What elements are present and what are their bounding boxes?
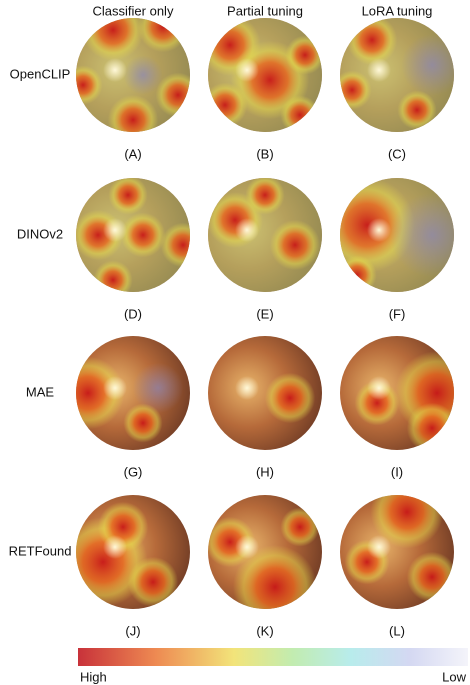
heatmap-image <box>76 18 190 132</box>
column-header: Classifier only <box>93 3 174 18</box>
panel-caption: (G) <box>124 464 143 479</box>
heatmap-panel: (D) <box>76 178 190 321</box>
panel-caption: (D) <box>124 306 142 321</box>
optic-disc <box>235 535 259 559</box>
heat-blob <box>76 356 125 430</box>
heat-blob <box>76 65 103 105</box>
column-header: LoRA tuning <box>362 3 433 18</box>
panel-caption: (H) <box>256 464 274 479</box>
heat-blob <box>93 260 133 292</box>
panel-caption: (E) <box>256 306 273 321</box>
heatmap-image <box>340 18 454 132</box>
row-label: RETFound <box>9 543 72 558</box>
heatmap-image <box>208 18 322 132</box>
heatmap-panel: (J) <box>76 495 190 638</box>
heatmap-panel: (G) <box>76 336 190 479</box>
heat-blob <box>264 372 316 424</box>
row-label: DINOv2 <box>17 226 63 241</box>
heat-blob <box>269 219 321 271</box>
heatmap-image <box>208 495 322 609</box>
heatmap-panel: (F) <box>340 178 454 321</box>
heatmap-image <box>76 495 190 609</box>
heatmap-image <box>76 336 190 450</box>
optic-disc <box>235 218 259 242</box>
colorbar-low: Low <box>442 669 466 684</box>
heat-blob <box>340 70 372 110</box>
panel-caption: (J) <box>125 623 140 638</box>
optic-disc <box>367 218 391 242</box>
heat-blob <box>160 222 190 268</box>
heatmap-image <box>208 336 322 450</box>
heat-blob <box>280 95 320 132</box>
heatmap-image <box>76 178 190 292</box>
heatmap-panel: (E) <box>208 178 322 321</box>
heat-blob <box>406 551 454 603</box>
heatmap-image <box>208 178 322 292</box>
heat-blob <box>406 402 454 450</box>
heat-blob <box>123 55 163 95</box>
heat-blob <box>132 362 184 414</box>
heatmap-panel: (H) <box>208 336 322 479</box>
heatmap-image <box>340 495 454 609</box>
panel-caption: (C) <box>388 146 406 161</box>
heat-blob <box>137 18 189 53</box>
row-label: MAE <box>26 384 55 399</box>
heat-blob <box>107 94 159 132</box>
panel-caption: (A) <box>124 146 141 161</box>
panel-caption: (I) <box>391 464 403 479</box>
heat-blob <box>120 212 166 258</box>
heat-blob <box>155 72 190 118</box>
heat-blob <box>123 403 163 443</box>
heat-blob <box>397 90 437 130</box>
heatmap-image <box>340 336 454 450</box>
row-label: OpenCLIP <box>10 66 71 81</box>
optic-disc <box>103 535 127 559</box>
column-header: Partial tuning <box>227 3 303 18</box>
heat-blob <box>346 18 398 66</box>
heatmap-panel: (I) <box>340 336 454 479</box>
heat-blob <box>208 82 248 128</box>
heatmap-panel: (L) <box>340 495 454 638</box>
heat-blob <box>401 34 454 96</box>
heat-blob <box>370 495 444 549</box>
optic-disc <box>235 376 259 400</box>
optic-disc <box>103 376 127 400</box>
colorbar-high: High <box>80 669 107 684</box>
heat-blob <box>127 556 179 608</box>
heat-blob <box>82 18 144 61</box>
panel-caption: (L) <box>389 623 405 638</box>
panel-grid: Classifier only Partial tuning LoRA tuning… <box>9 3 454 638</box>
heat-blob <box>245 178 285 215</box>
optic-disc <box>103 58 127 82</box>
optic-disc <box>367 376 391 400</box>
panel-caption: (F) <box>389 306 406 321</box>
heat-blob <box>340 255 377 292</box>
optic-disc <box>103 218 127 242</box>
heatmap-panel: (K) <box>208 495 322 638</box>
optic-disc <box>367 535 391 559</box>
heatmap-panel: (A) <box>76 18 190 161</box>
heatmap-image <box>340 178 454 292</box>
heatmap-panel: (B) <box>208 18 322 161</box>
heat-blob <box>280 507 320 547</box>
optic-disc <box>235 58 259 82</box>
panel-caption: (K) <box>256 623 273 638</box>
heat-blob <box>108 178 148 215</box>
panel-caption: (B) <box>256 146 273 161</box>
heat-blob <box>285 35 322 75</box>
optic-disc <box>367 58 391 82</box>
colorbar <box>78 648 468 666</box>
heatmap-panel: (C) <box>340 18 454 161</box>
